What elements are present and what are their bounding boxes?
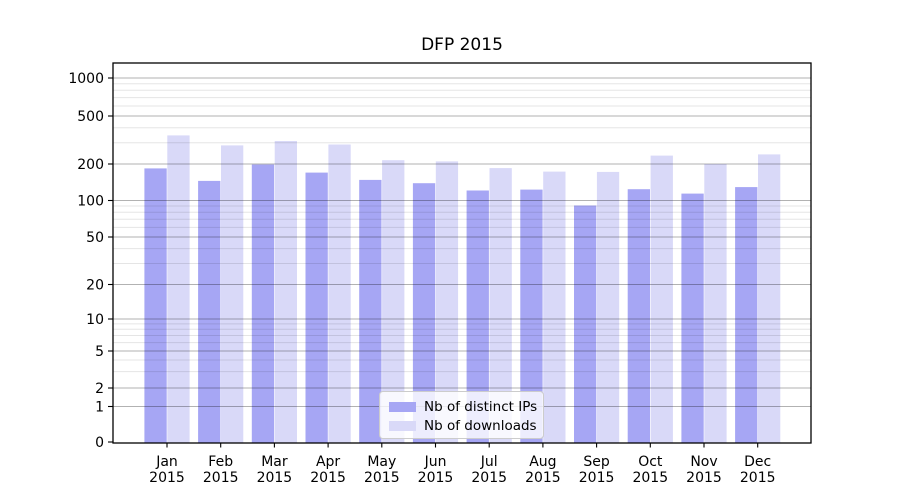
bar-distinct-ips-mar <box>251 164 275 443</box>
bar-distinct-ips-may <box>359 179 382 443</box>
bar-distinct-ips-nov <box>681 193 704 443</box>
plot-border <box>112 62 812 444</box>
x-tick-label-year: 2015 <box>632 470 668 486</box>
x-tick-label-year: 2015 <box>471 470 507 486</box>
bar-downloads-sep <box>596 171 620 443</box>
x-tick-label-month: Sep <box>583 454 610 470</box>
bar-distinct-ips-jul <box>466 190 489 443</box>
legend-swatch-distinct-ips <box>389 401 416 412</box>
bar-downloads-jul <box>489 168 512 443</box>
legend: Nb of distinct IPs Nb of downloads <box>379 391 544 439</box>
y-tick-label: 100 <box>77 194 104 210</box>
x-tick-label-year: 2015 <box>310 470 346 486</box>
legend-item-distinct-ips: Nb of distinct IPs <box>389 397 543 416</box>
bar-distinct-ips-dec <box>735 187 758 443</box>
bar-downloads-oct <box>650 155 673 443</box>
bar-distinct-ips-jan <box>144 168 167 443</box>
x-tick-label-month: Apr <box>316 454 340 470</box>
x-tick-label-year: 2015 <box>686 470 722 486</box>
x-tick-label-month: Oct <box>638 454 663 470</box>
chart-title: DFP 2015 <box>421 35 503 55</box>
y-tick-label: 50 <box>86 230 104 246</box>
x-tick-label-month: Jul <box>480 454 498 470</box>
x-tick-label-month: Jan <box>155 454 178 470</box>
x-tick-label-year: 2015 <box>740 470 776 486</box>
legend-label-distinct-ips: Nb of distinct IPs <box>424 398 538 415</box>
x-tick-label-year: 2015 <box>579 470 615 486</box>
y-tick-label: 20 <box>86 278 104 294</box>
bar-downloads-jun <box>435 161 459 443</box>
x-tick-label-month: May <box>367 454 396 470</box>
x-tick-label-year: 2015 <box>149 470 185 486</box>
y-tick-label: 10 <box>86 312 104 328</box>
x-tick-label-month: Dec <box>744 454 771 470</box>
x-tick-label-year: 2015 <box>257 470 293 486</box>
y-tick-label: 1000 <box>68 71 104 87</box>
y-tick-label: 500 <box>77 109 104 125</box>
bar-distinct-ips-oct <box>627 189 650 443</box>
legend-item-downloads: Nb of downloads <box>389 416 543 435</box>
bar-downloads-feb <box>221 145 244 443</box>
bar-distinct-ips-feb <box>198 180 221 443</box>
bar-downloads-may <box>382 160 405 443</box>
bar-downloads-dec <box>758 154 781 443</box>
bar-distinct-ips-aug <box>520 189 543 443</box>
x-tick-label-month: Nov <box>690 454 717 470</box>
legend-label-downloads: Nb of downloads <box>424 417 537 434</box>
bar-distinct-ips-jun <box>412 183 436 443</box>
x-tick-label-year: 2015 <box>525 470 561 486</box>
x-tick-label-month: Feb <box>208 454 233 470</box>
x-tick-label-year: 2015 <box>203 470 239 486</box>
x-tick-label-month: Aug <box>529 454 556 470</box>
bar-downloads-aug <box>543 171 566 443</box>
x-tick-label-year: 2015 <box>364 470 400 486</box>
y-tick-label: 2 <box>95 381 104 397</box>
bar-downloads-apr <box>328 144 351 443</box>
bar-distinct-ips-apr <box>305 172 328 443</box>
y-tick-label: 1 <box>95 400 104 416</box>
y-tick-label: 5 <box>95 344 104 360</box>
x-tick-label-month: Jun <box>424 454 447 470</box>
x-tick-label-year: 2015 <box>418 470 454 486</box>
bar-downloads-mar <box>274 141 297 443</box>
y-tick-label: 200 <box>77 157 104 173</box>
bar-downloads-jan <box>167 135 190 443</box>
legend-swatch-downloads <box>389 420 416 431</box>
bar-distinct-ips-sep <box>574 205 597 443</box>
y-tick-label: 0 <box>95 435 104 451</box>
x-tick-label-month: Mar <box>261 454 288 470</box>
bar-downloads-nov <box>704 164 727 443</box>
